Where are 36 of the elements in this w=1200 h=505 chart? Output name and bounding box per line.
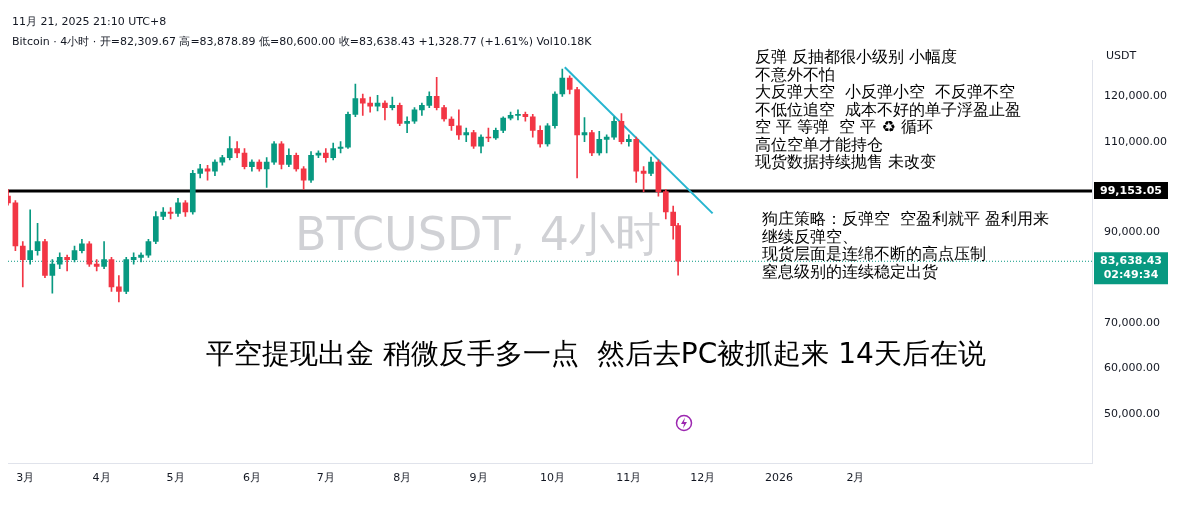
text: Bitcoin · 4小时 · 开=82,309.67 高=83,878.89 低=80,600.00 收=83,638.43 +1,328.77 (+1.61%) Vol10.18K xyxy=(12,34,593,48)
annotation: 不意外不怕 xyxy=(755,64,835,84)
y-tick-label: 120,000.00 xyxy=(1104,89,1167,103)
text: 11月 21, 2025 21:10 UTC+8 xyxy=(12,14,167,28)
annotation: 高位空单才能持仓 xyxy=(755,134,883,154)
y-tick-label: 110,000.00 xyxy=(1104,134,1167,148)
y-tick-label: 60,000.00 xyxy=(1104,361,1160,375)
annotation: 现货层面是连绵不断的高点压制 xyxy=(762,244,986,264)
annotation: 现货数据持续抛售 未改变 xyxy=(755,152,937,172)
x-tick-label: 10月 xyxy=(539,471,565,485)
y-tick-label: 70,000.00 xyxy=(1104,316,1160,330)
annotation: 继续反弹空、 xyxy=(762,226,858,246)
ref-line-label: 83,638.43 xyxy=(1100,254,1162,268)
annotation: 反弹 反抽都很小级别 小幅度 xyxy=(755,47,958,67)
annotation: 大反弹大空 小反弹小空 不反弹不空 xyxy=(755,82,1016,102)
annotation: 狗庄策略：反弹空 空盈利就平 盈利用来 xyxy=(762,209,1050,229)
x-tick-label: 3月 xyxy=(16,471,35,485)
x-tick-label: 9月 xyxy=(469,471,488,485)
x-tick-label: 12月 xyxy=(690,471,716,485)
x-tick-label: 2月 xyxy=(846,471,865,485)
x-tick-label: 11月 xyxy=(616,471,642,485)
x-tick-label: 4月 xyxy=(92,471,111,485)
x-tick-label: 2026 xyxy=(765,471,794,485)
text: 平空提现出金 稍微反手多一点 然后去PC被抓起来 14天后在说 xyxy=(206,337,986,371)
y-axis-title: USDT xyxy=(1106,48,1137,62)
y-tick-label: 90,000.00 xyxy=(1104,225,1160,239)
ref-line-label: 99,153.05 xyxy=(1100,183,1162,197)
x-tick-label: 8月 xyxy=(393,471,412,485)
y-tick-label: 50,000.00 xyxy=(1104,406,1160,420)
annotation: 不低位追空 成本不好的单子浮盈止盈 xyxy=(755,99,1022,119)
x-tick-label: 5月 xyxy=(166,471,185,485)
annotation: 空 平 等弹 空 平 ♻ 循环 xyxy=(755,117,933,137)
text: 02:49:34 xyxy=(1103,268,1159,282)
annotation: 窒息级别的连续稳定出货 xyxy=(762,261,938,281)
x-tick-label: 7月 xyxy=(316,471,335,485)
x-tick-label: 6月 xyxy=(242,471,261,485)
